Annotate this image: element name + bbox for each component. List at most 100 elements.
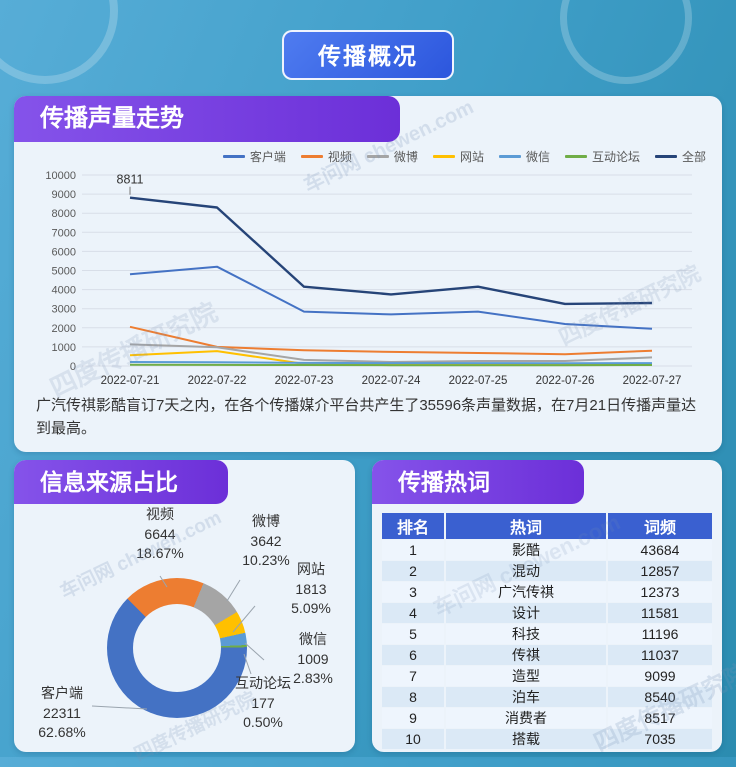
legend-item-0[interactable]: 客户端 [222, 148, 286, 165]
svg-text:10000: 10000 [45, 170, 76, 182]
legend-swatch [498, 155, 521, 158]
svg-text:2022-07-25: 2022-07-25 [449, 375, 508, 387]
legend-swatch [564, 155, 587, 158]
cell-rank: 3 [382, 582, 444, 602]
svg-text:2022-07-27: 2022-07-27 [623, 375, 682, 387]
trend-line-6 [129, 196, 653, 306]
legend-item-6[interactable]: 全部 [654, 148, 706, 165]
svg-text:7000: 7000 [52, 227, 76, 239]
cell-rank: 5 [382, 624, 444, 644]
hot-word-row: 9 消费者 8517 [382, 708, 712, 728]
donut-label-video: 视频 6644 18.67% [136, 506, 184, 562]
stamp-watermark [0, 0, 118, 84]
legend-swatch [654, 155, 677, 158]
trend-description: 广汽传祺影酷盲订7天之内，在各个传播媒介平台共产生了35596条声量数据，在7月… [36, 397, 697, 438]
svg-text:2022-07-26: 2022-07-26 [536, 375, 595, 387]
legend-label: 视频 [327, 150, 352, 164]
cell-rank: 7 [382, 666, 444, 686]
trend-line-chart: 0 1000 2000 3000 4000 5000 6000 7000 8000 9000 100… [45, 170, 692, 387]
column-frequency: 词频 [608, 513, 712, 539]
donut-label-website: 网站 1813 5.09% [291, 561, 331, 617]
legend-swatch [366, 155, 389, 158]
svg-text:2022-07-21: 2022-07-21 [101, 375, 160, 387]
legend-swatch [222, 155, 245, 158]
hot-word-row: 2 混动 12857 [382, 561, 712, 581]
legend-item-5[interactable]: 互动论坛 [564, 148, 640, 165]
cell-frequency: 9099 [608, 666, 712, 686]
hot-word-row: 4 设计 11581 [382, 603, 712, 623]
cell-word: 影酷 [446, 540, 606, 560]
hot-word-row: 5 科技 11196 [382, 624, 712, 644]
legend-item-4[interactable]: 微信 [498, 148, 550, 165]
svg-text:9000: 9000 [52, 189, 76, 201]
cell-frequency: 43684 [608, 540, 712, 560]
cell-word: 科技 [446, 624, 606, 644]
legend-item-1[interactable]: 视频 [300, 148, 352, 165]
trend-line-5 [129, 363, 653, 367]
cell-rank: 2 [382, 561, 444, 581]
legend-label: 互动论坛 [591, 150, 640, 164]
hot-words-header-row: 排名 热词 词频 [382, 513, 712, 539]
hot-word-row: 10 搭载 7035 [382, 729, 712, 749]
cell-frequency: 11196 [608, 624, 712, 644]
svg-text:0: 0 [70, 361, 76, 373]
cell-rank: 8 [382, 687, 444, 707]
cell-rank: 1 [382, 540, 444, 560]
cell-frequency: 7035 [608, 729, 712, 749]
legend-item-3[interactable]: 网站 [432, 148, 484, 165]
hot-words-title: 传播热词 [372, 460, 584, 504]
cell-word: 搭载 [446, 729, 606, 749]
cell-frequency: 8517 [608, 708, 712, 728]
svg-text:5000: 5000 [52, 266, 76, 278]
cell-frequency: 8540 [608, 687, 712, 707]
cell-frequency: 11581 [608, 603, 712, 623]
volume-trend-title: 传播声量走势 [14, 96, 400, 142]
donut-label-client: 客户端 22311 62.68% [38, 685, 86, 741]
svg-text:2022-07-22: 2022-07-22 [188, 375, 247, 387]
cell-frequency: 11037 [608, 645, 712, 665]
legend-swatch [300, 155, 323, 158]
donut-label-wechat: 微信 1009 2.83% [293, 631, 333, 687]
hot-words-table: 排名 热词 词频 1 影酷 43684 2 混动 12857 3 广汽传祺 12373 4 设计 11… [380, 512, 714, 750]
overview-title-button[interactable]: 传播概况 [282, 30, 454, 80]
cell-word: 混动 [446, 561, 606, 581]
cell-frequency: 12373 [608, 582, 712, 602]
stamp-watermark [560, 0, 692, 84]
cell-word: 设计 [446, 603, 606, 623]
legend-label: 全部 [681, 150, 706, 164]
cell-rank: 4 [382, 603, 444, 623]
donut-leader-lines [91, 575, 265, 710]
trend-line-4 [129, 361, 653, 365]
trend-legend: 客户端 视频 微博 网站 微信 互动论坛 全部 [14, 148, 722, 165]
svg-text:2000: 2000 [52, 323, 76, 335]
trend-annotation: 8811 [117, 173, 144, 187]
cell-word: 广汽传祺 [446, 582, 606, 602]
svg-text:2022-07-24: 2022-07-24 [362, 375, 421, 387]
cell-frequency: 12857 [608, 561, 712, 581]
column-word: 热词 [446, 513, 606, 539]
donut-label-forum: 互动论坛 177 0.50% [235, 675, 291, 731]
legend-label: 微信 [525, 150, 550, 164]
legend-label: 网站 [459, 150, 484, 164]
svg-text:6000: 6000 [52, 246, 76, 258]
cell-word: 造型 [446, 666, 606, 686]
cell-rank: 9 [382, 708, 444, 728]
trend-line-2 [129, 343, 653, 363]
donut-hole [133, 604, 221, 692]
svg-text:1000: 1000 [52, 342, 76, 354]
svg-text:4000: 4000 [52, 285, 76, 297]
cell-word: 泊车 [446, 687, 606, 707]
legend-item-2[interactable]: 微博 [366, 148, 418, 165]
legend-label: 客户端 [249, 150, 286, 164]
cell-rank: 6 [382, 645, 444, 665]
hot-word-row: 3 广汽传祺 12373 [382, 582, 712, 602]
hot-word-row: 6 传祺 11037 [382, 645, 712, 665]
hot-word-row: 7 造型 9099 [382, 666, 712, 686]
hot-word-row: 8 泊车 8540 [382, 687, 712, 707]
trend-line-1 [129, 325, 653, 356]
cell-rank: 10 [382, 729, 444, 749]
svg-text:8000: 8000 [52, 208, 76, 220]
legend-label: 微博 [393, 150, 418, 164]
cell-word: 传祺 [446, 645, 606, 665]
cell-word: 消费者 [446, 708, 606, 728]
